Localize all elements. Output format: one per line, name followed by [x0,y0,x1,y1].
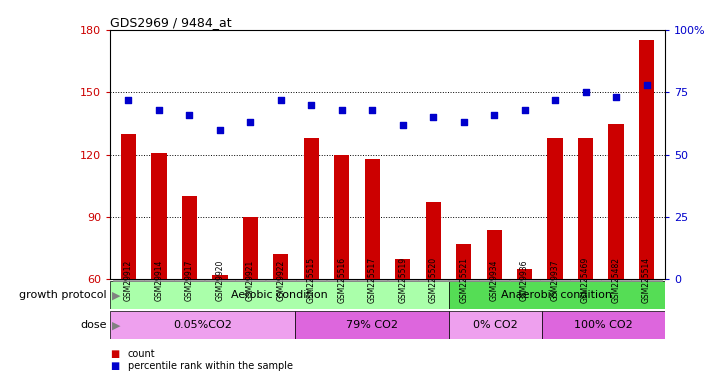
Point [336,107,348,113]
Text: 79% CO2: 79% CO2 [346,320,398,330]
Text: GDS2969 / 9484_at: GDS2969 / 9484_at [110,16,232,29]
Point [397,122,408,128]
Text: GSM29921: GSM29921 [246,260,255,301]
Point [306,102,317,108]
Bar [365,159,380,375]
Text: 100% CO2: 100% CO2 [574,320,633,330]
Point [488,112,500,118]
Bar [426,202,441,375]
Bar [242,217,258,375]
Point [610,94,621,100]
Text: GSM29917: GSM29917 [185,260,194,301]
Point [275,97,287,103]
Text: ■: ■ [110,361,119,370]
Text: GSM29934: GSM29934 [490,260,498,301]
Text: percentile rank within the sample: percentile rank within the sample [128,361,293,370]
Bar [213,275,228,375]
Text: GSM225516: GSM225516 [337,257,346,303]
Text: 0.05%CO2: 0.05%CO2 [173,320,232,330]
Bar [273,254,289,375]
Text: Anaerobic condition: Anaerobic condition [501,290,612,300]
Point [580,89,592,95]
Text: GSM29937: GSM29937 [550,260,560,301]
Point [519,107,530,113]
Bar [449,281,665,309]
Text: dose: dose [80,320,107,330]
Point [550,97,561,103]
Text: GSM225482: GSM225482 [611,257,621,303]
Bar [609,123,624,375]
Bar [547,138,562,375]
Point [367,107,378,113]
Text: growth protocol: growth protocol [19,290,107,300]
Text: GSM29936: GSM29936 [520,260,529,301]
Bar [639,40,654,375]
Bar [517,269,533,375]
Text: GSM29912: GSM29912 [124,260,133,301]
Text: GSM29920: GSM29920 [215,260,225,301]
Text: ▶: ▶ [112,290,120,300]
Point [214,127,225,133]
Point [641,82,652,88]
Bar [110,311,295,339]
Text: GSM225515: GSM225515 [307,257,316,303]
Bar [110,281,449,309]
Bar [121,134,136,375]
Bar [151,153,166,375]
Point [245,119,256,125]
Text: GSM225520: GSM225520 [429,257,438,303]
Bar [295,311,449,339]
Bar [182,196,197,375]
Text: count: count [128,350,156,359]
Point [123,97,134,103]
Text: GSM225517: GSM225517 [368,257,377,303]
Text: GSM29922: GSM29922 [277,260,285,301]
Text: GSM225514: GSM225514 [642,257,651,303]
Point [154,107,165,113]
Bar [542,311,665,339]
Text: GSM225469: GSM225469 [581,257,590,303]
Point [183,112,195,118]
Text: GSM225519: GSM225519 [398,257,407,303]
Text: ▶: ▶ [112,320,120,330]
Text: 0% CO2: 0% CO2 [473,320,518,330]
Bar [395,259,410,375]
Text: GSM225521: GSM225521 [459,257,468,303]
Bar [578,138,593,375]
Bar [456,244,471,375]
Text: GSM29914: GSM29914 [154,260,164,301]
Bar [334,154,349,375]
Bar [304,138,319,375]
Bar [449,311,542,339]
Text: Aerobic condition: Aerobic condition [231,290,328,300]
Bar [486,230,502,375]
Point [427,114,439,120]
Text: ■: ■ [110,350,119,359]
Point [458,119,469,125]
